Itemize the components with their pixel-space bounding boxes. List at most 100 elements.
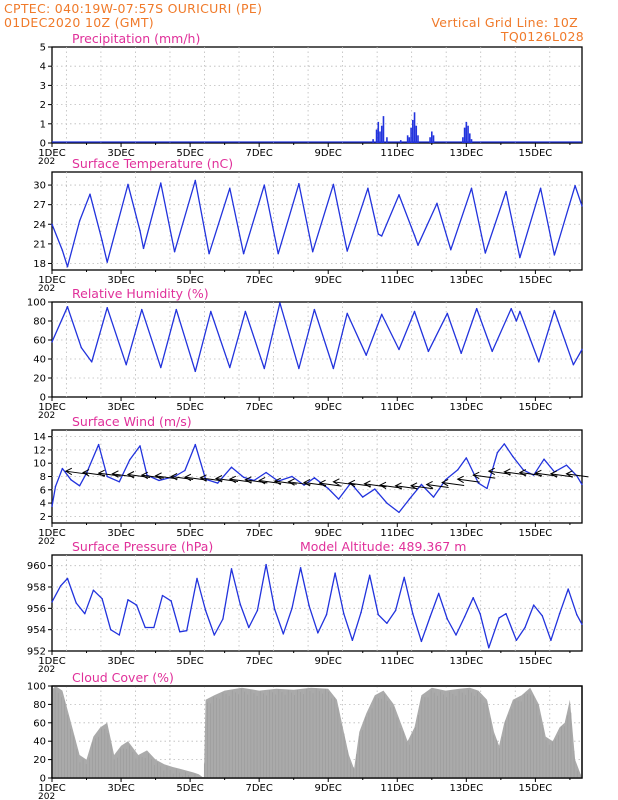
wind-data-point (486, 487, 488, 490)
precip-bar (386, 137, 388, 143)
temp-data-point (66, 266, 69, 268)
temp-ytick-label: 24 (33, 220, 46, 231)
wind-arrow-head (318, 479, 326, 488)
precip-xtick-label: 11DEC (380, 148, 414, 159)
pres-xtick-label: 15DEC (519, 656, 553, 667)
pres-data-point (317, 632, 319, 634)
wind-arrow-head (111, 470, 119, 478)
temp-data-point (61, 249, 64, 252)
temp-data-point (377, 233, 379, 235)
wind-data-point (230, 466, 233, 468)
pres-data-point (185, 630, 188, 632)
temp-data-point (470, 187, 473, 190)
rh-data-point (460, 352, 462, 354)
precip-ytick-label: 3 (40, 81, 46, 92)
wind-arrow-head (214, 475, 223, 483)
rh-xtick-label: 9DEC (315, 402, 342, 413)
rh-data-point (91, 361, 93, 363)
rh-xtick-label: 5DEC (176, 402, 203, 413)
wind-data-point (61, 467, 64, 470)
temp-ytick-label: 30 (33, 181, 46, 192)
precip-bar (413, 112, 416, 143)
wind-data-point (70, 479, 72, 481)
cloud-xtick-label: 3DEC (107, 783, 134, 794)
wind-data-point (194, 443, 196, 446)
pres-data-point (109, 628, 112, 631)
wind-arrow (566, 473, 589, 478)
wind-data-point (128, 459, 131, 461)
header-datetime: 01DEC2020 10Z (GMT) (4, 15, 154, 30)
temp-data-point (398, 194, 400, 196)
pres-xtick-label: 1DEC (38, 656, 65, 667)
temp-xtick-label: 3DEC (107, 275, 134, 286)
temp-data-point (242, 252, 245, 255)
pres-data-point (386, 622, 388, 624)
temp-data-point (127, 183, 129, 186)
wind-arrow-head (441, 479, 449, 487)
rh-data-point (80, 346, 83, 349)
header-grid-line-info: Vertical Grid Line: 10Z (431, 15, 578, 30)
temp-data-point (450, 249, 452, 251)
wind-arrow (98, 472, 121, 477)
pres-data-point (127, 599, 129, 601)
wind-arrow (550, 473, 573, 478)
wind-arrow-head (228, 475, 237, 484)
wind-arrow-head (487, 467, 496, 476)
wind-xtick-label: 1DEC (38, 528, 65, 539)
temp-xtick-label: 1DEC (38, 275, 65, 286)
pres-data-point (256, 609, 259, 612)
wind-data-point (217, 482, 219, 484)
wind-arrow (457, 478, 480, 483)
wind-arrow-head (332, 478, 340, 486)
pres-ytick-label: 960 (27, 561, 46, 572)
rh-data-point (381, 313, 383, 316)
panel-wind: 2 4 6 8 10 12 14 1DEC 3DEC 5DEC 7DEC 9DEC 11DEC 13DEC… (33, 414, 589, 547)
cloud-ytick-label: 60 (33, 718, 46, 729)
temp-data-point (101, 239, 103, 242)
pres-data-point (299, 567, 302, 569)
rh-data-point (194, 370, 196, 373)
pres-data-point (153, 626, 155, 629)
precip-bar (379, 131, 381, 143)
precip-bar (465, 121, 468, 143)
pres-data-point (558, 612, 561, 615)
wind-arrow-head (472, 471, 480, 480)
wind-arrow-head (97, 469, 105, 478)
rh-xtick-label: 11DEC (380, 402, 414, 413)
pres-data-point (204, 609, 207, 612)
wind-data-point (477, 482, 480, 484)
pres-data-point (92, 589, 95, 591)
temp-title: Surface Temperature (nC) (72, 156, 233, 171)
temp-data-point (139, 230, 141, 232)
wind-data-point (432, 496, 435, 498)
temp-data-point (539, 187, 542, 190)
temp-data-point (574, 185, 576, 187)
wind-arrow (215, 477, 239, 482)
precip-xtick-label: 15DEC (519, 148, 553, 159)
rh-data-point (210, 310, 212, 313)
temp-data-point (208, 252, 210, 255)
pres-data-point (343, 612, 345, 615)
pres-data-point (334, 572, 336, 574)
wind-data-point (54, 485, 57, 488)
rh-data-point (298, 367, 300, 370)
wind-arrow-head (565, 470, 573, 478)
wind-arrow (141, 474, 164, 479)
temp-frame (51, 171, 583, 271)
pres-data-point (59, 585, 62, 587)
wind-arrow-head (244, 476, 252, 484)
rh-data-point (581, 348, 583, 351)
temp-data-point (89, 193, 91, 195)
pres-data-point (438, 592, 440, 595)
rh-title: Relative Humidity (%) (72, 286, 209, 301)
temp-data-point (346, 250, 348, 252)
wind-arrow-head (154, 472, 162, 480)
pres-data-point (170, 600, 172, 602)
cloud-xtick-label: 9DEC (315, 783, 342, 794)
rh-ytick-label: 100 (27, 298, 46, 309)
pres-xtick-label: 11DEC (380, 656, 414, 667)
wind-arrow (171, 476, 194, 480)
temp-data-point (229, 187, 231, 190)
wind-arrow-head (363, 480, 371, 488)
wind-data-point (374, 488, 376, 490)
